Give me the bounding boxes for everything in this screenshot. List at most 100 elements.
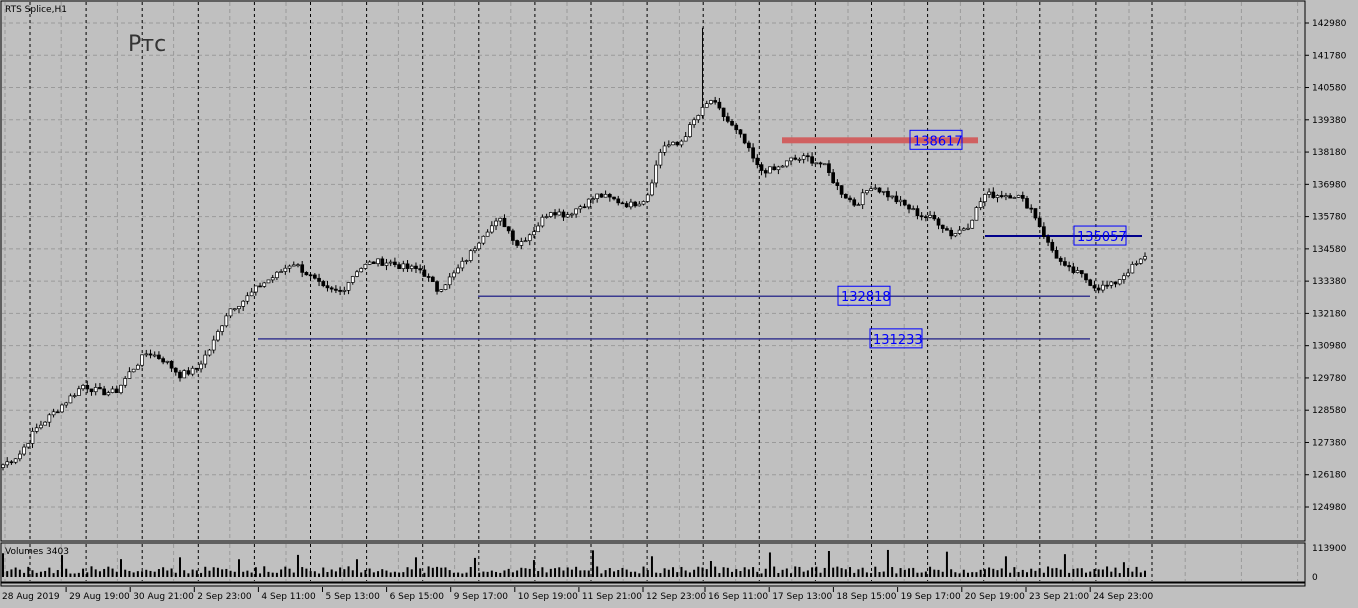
candle <box>89 388 94 393</box>
candle <box>262 282 267 287</box>
candle <box>426 276 431 278</box>
candle <box>591 198 595 200</box>
candle <box>397 264 401 269</box>
candle <box>22 446 26 455</box>
level-label: 132818 <box>841 290 891 305</box>
candle <box>30 430 35 444</box>
candle <box>607 193 612 198</box>
candle <box>26 443 31 448</box>
candle <box>275 271 279 279</box>
candle <box>515 240 519 246</box>
candle <box>359 268 364 273</box>
candle <box>300 264 305 273</box>
candle <box>624 203 629 208</box>
grid <box>2 2 1304 581</box>
candle <box>334 288 338 291</box>
candle <box>999 195 1004 198</box>
candle <box>452 272 456 278</box>
candle <box>443 284 448 290</box>
chart-caption: Ртс <box>128 32 166 57</box>
candle <box>747 142 751 149</box>
candle <box>131 368 136 373</box>
candle <box>110 388 115 393</box>
candle <box>308 274 313 277</box>
candle <box>721 107 726 117</box>
candle <box>991 191 996 198</box>
candle <box>751 147 755 159</box>
candle <box>966 227 970 230</box>
x-tick-label: 20 Sep 19:00 <box>965 592 1025 602</box>
candle <box>47 414 52 423</box>
candle <box>565 214 570 218</box>
candle <box>772 166 777 171</box>
candle <box>877 187 882 193</box>
candle <box>435 281 439 292</box>
candle <box>321 281 326 287</box>
candle <box>616 198 621 204</box>
candle <box>827 163 831 173</box>
candle <box>393 261 397 265</box>
candle <box>245 295 250 302</box>
candle <box>102 388 106 396</box>
candle <box>940 224 945 229</box>
candle <box>696 115 701 121</box>
y-tick-label: 140580 <box>1312 84 1347 94</box>
candle <box>852 199 857 206</box>
candle <box>68 395 73 404</box>
candle <box>1075 270 1080 273</box>
candle <box>266 279 271 284</box>
y-tick-label: 138180 <box>1312 148 1347 158</box>
candle <box>401 263 406 269</box>
candle <box>296 264 300 267</box>
resistance-band[interactable] <box>782 137 978 144</box>
candle <box>237 306 241 310</box>
indicator-strip <box>0 582 1306 587</box>
candle <box>957 229 962 234</box>
candle <box>422 269 427 277</box>
candle <box>582 206 587 209</box>
candle <box>253 285 258 293</box>
candle <box>140 354 144 366</box>
x-tick-label: 29 Aug 19:00 <box>69 592 130 602</box>
candle <box>1058 257 1063 262</box>
x-tick-label: 10 Sep 19:00 <box>518 592 578 602</box>
y-tick-label: 124980 <box>1312 503 1347 513</box>
candle <box>1126 272 1130 277</box>
main-pane-border <box>0 0 1306 542</box>
candle <box>258 285 262 288</box>
y-tick-label: 126180 <box>1312 471 1347 481</box>
candle <box>894 195 899 203</box>
candle <box>405 263 410 269</box>
candle <box>818 162 823 165</box>
candle <box>843 194 848 199</box>
candle <box>1008 195 1013 199</box>
candle <box>633 201 637 207</box>
candle <box>283 267 288 272</box>
candle <box>338 289 342 292</box>
candle <box>578 206 583 210</box>
candle <box>540 216 545 227</box>
candle <box>342 289 347 292</box>
candle <box>194 367 199 370</box>
candle <box>144 353 149 356</box>
candle <box>586 198 591 208</box>
candle <box>1079 270 1084 275</box>
x-tick-label: 11 Sep 21:00 <box>582 592 642 602</box>
candle <box>85 384 90 390</box>
candle <box>945 228 949 231</box>
candle <box>477 242 482 250</box>
candle <box>936 218 941 226</box>
candle <box>34 427 39 432</box>
candle <box>801 155 806 160</box>
candle <box>199 363 203 370</box>
level-label: 135057 <box>1077 230 1127 245</box>
candle <box>414 265 418 269</box>
candle <box>485 231 490 237</box>
candle <box>1029 207 1034 210</box>
candle <box>1130 264 1135 274</box>
candle <box>241 300 246 307</box>
x-tick-label: 16 Sep 11:00 <box>708 592 768 602</box>
y-tick-label: 132180 <box>1312 309 1347 319</box>
candle <box>919 215 924 218</box>
